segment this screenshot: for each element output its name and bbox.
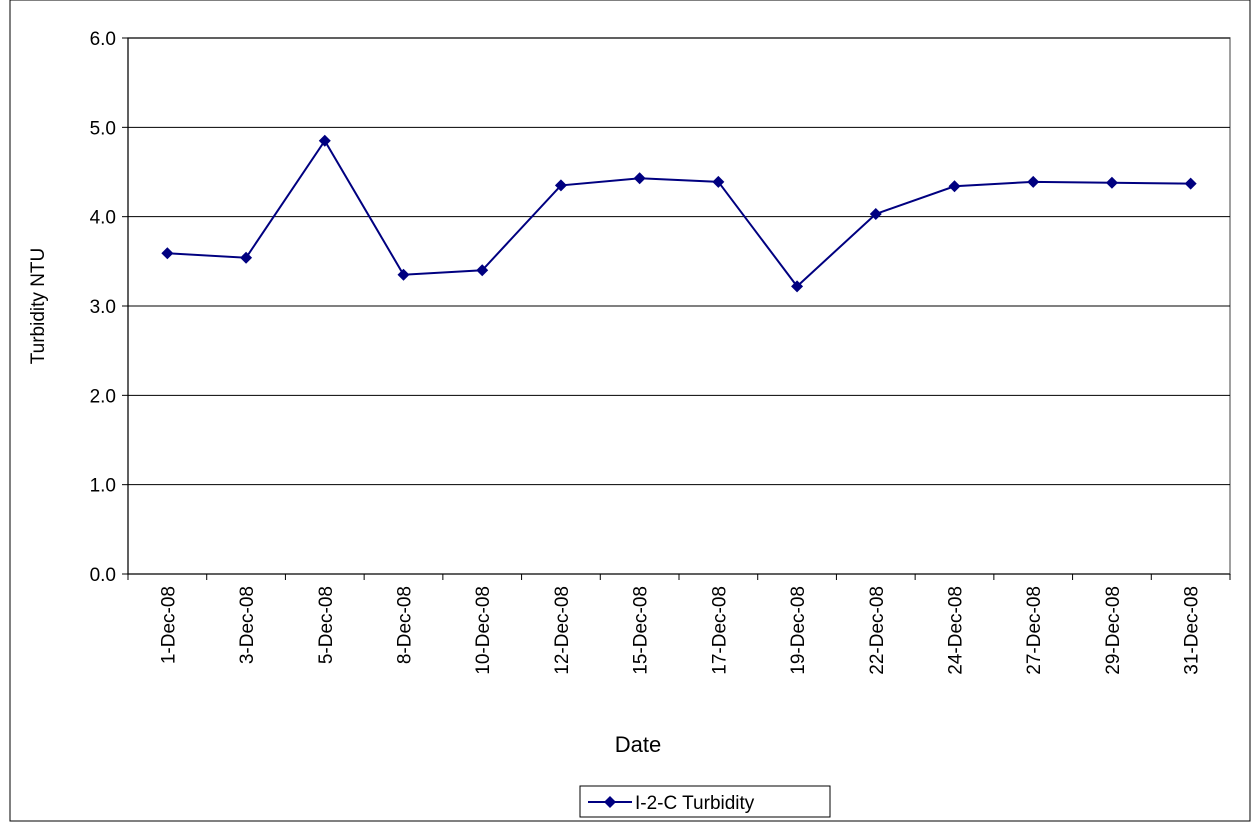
x-tick-label: 5-Dec-08 xyxy=(316,586,337,664)
data-point xyxy=(712,175,725,188)
y-axis-title: Turbidity NTU xyxy=(28,248,49,364)
x-tick-label: 22-Dec-08 xyxy=(867,586,888,675)
x-tick-label: 8-Dec-08 xyxy=(395,586,416,664)
legend-marker xyxy=(604,796,616,808)
x-tick-label: 12-Dec-08 xyxy=(552,586,573,675)
x-tick-label: 3-Dec-08 xyxy=(237,586,258,664)
y-tick-label: 1.0 xyxy=(90,476,116,497)
data-point xyxy=(240,251,253,264)
data-point xyxy=(869,207,882,220)
legend-label: I-2-C Turbidity xyxy=(635,793,755,814)
x-tick-label: 24-Dec-08 xyxy=(946,586,967,675)
x-tick-label: 29-Dec-08 xyxy=(1103,586,1124,675)
data-point xyxy=(476,264,489,277)
y-tick-label: 0.0 xyxy=(90,565,116,586)
data-point xyxy=(948,180,961,193)
data-point xyxy=(397,268,410,281)
data-point xyxy=(1184,177,1197,190)
data-point xyxy=(1105,176,1118,189)
data-point xyxy=(318,134,331,147)
x-axis-title: Date xyxy=(615,732,661,757)
x-tick-label: 19-Dec-08 xyxy=(788,586,809,675)
data-point xyxy=(791,280,804,293)
y-tick-label: 3.0 xyxy=(90,297,116,318)
x-tick-label: 31-Dec-08 xyxy=(1182,586,1203,675)
y-tick-label: 2.0 xyxy=(90,386,116,407)
x-tick-label: 27-Dec-08 xyxy=(1024,586,1045,675)
x-tick-label: 1-Dec-08 xyxy=(158,586,179,664)
data-point xyxy=(161,247,174,260)
data-point xyxy=(554,179,567,192)
data-point xyxy=(1027,175,1040,188)
y-tick-label: 5.0 xyxy=(90,118,116,139)
data-point xyxy=(633,172,646,185)
series-line xyxy=(167,138,1191,288)
x-tick-label: 17-Dec-08 xyxy=(709,586,730,675)
y-tick-label: 6.0 xyxy=(90,29,116,50)
y-tick-label: 4.0 xyxy=(90,208,116,229)
x-tick-label: 15-Dec-08 xyxy=(631,586,652,675)
x-tick-label: 10-Dec-08 xyxy=(473,586,494,675)
